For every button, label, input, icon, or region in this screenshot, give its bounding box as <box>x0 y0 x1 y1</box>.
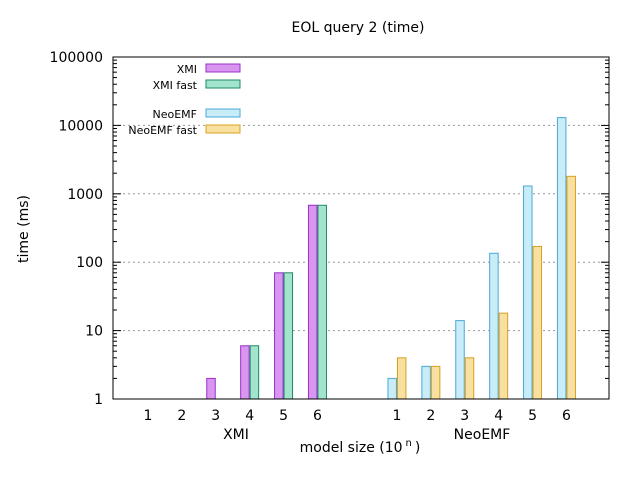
legend-label: XMI <box>177 63 197 76</box>
legend-swatch <box>205 63 241 73</box>
x-axis-label-close: ) <box>415 440 420 456</box>
legend-swatch <box>205 108 241 118</box>
bar <box>430 365 441 400</box>
bar <box>307 204 318 400</box>
bar <box>274 272 284 400</box>
y-tick-label: 1000 <box>67 187 103 203</box>
bar <box>206 377 216 400</box>
bar <box>240 345 250 400</box>
y-ticks: 1 10 100 1000 10000 100000 <box>50 50 609 408</box>
y-axis-label: time (ms) <box>16 195 32 263</box>
legend: XMI XMI fast NeoEMF NeoEMF fast <box>128 63 241 137</box>
x-axis-label: model size (10 n) <box>300 438 421 456</box>
bar <box>523 185 533 400</box>
y-tick-label: 10 <box>85 324 103 340</box>
bar <box>396 357 407 400</box>
bar <box>498 312 509 400</box>
x-tick-label: 5 <box>528 408 537 424</box>
bars <box>206 117 576 400</box>
bar <box>317 204 327 400</box>
x-tick-label: 2 <box>177 408 186 424</box>
chart-title: EOL query 2 (time) <box>292 20 425 36</box>
legend-swatch <box>205 79 241 89</box>
x-tick-label: 4 <box>494 408 503 424</box>
bar <box>532 245 543 400</box>
legend-label: XMI fast <box>153 79 198 92</box>
bar <box>249 345 260 400</box>
x-tick-label: 1 <box>392 408 401 424</box>
bar <box>387 377 397 400</box>
bar <box>283 272 294 400</box>
x-tick-label: 6 <box>562 408 571 424</box>
y-tick-label: 1 <box>94 392 103 408</box>
legend-label: NeoEMF fast <box>128 124 197 137</box>
bar <box>566 175 576 400</box>
group-label: XMI <box>223 427 249 443</box>
plot-frame <box>112 56 610 400</box>
legend-swatch <box>205 124 241 134</box>
bar <box>421 365 431 400</box>
x-tick-label: 1 <box>143 408 152 424</box>
bar <box>556 117 567 400</box>
x-axis-label-sup: n <box>406 438 412 449</box>
group-label: NeoEMF <box>454 427 511 443</box>
bar <box>455 320 465 400</box>
bar <box>464 357 475 400</box>
x-axis-label-main: model size (10 <box>300 440 403 456</box>
x-tick-label: 2 <box>426 408 435 424</box>
bar <box>489 252 499 400</box>
x-tick-label: 6 <box>313 408 322 424</box>
x-tick-label: 3 <box>460 408 469 424</box>
x-ticks: 1 2 3 4 5 6 XMI 1 2 3 4 5 6 NeoEMF <box>143 408 571 443</box>
x-tick-label: 5 <box>279 408 288 424</box>
y-tick-label: 100 <box>76 255 103 271</box>
y-tick-label: 10000 <box>58 118 103 134</box>
x-tick-label: 4 <box>245 408 254 424</box>
legend-label: NeoEMF <box>153 108 198 121</box>
x-tick-label: 3 <box>211 408 220 424</box>
y-tick-label: 100000 <box>50 50 103 66</box>
